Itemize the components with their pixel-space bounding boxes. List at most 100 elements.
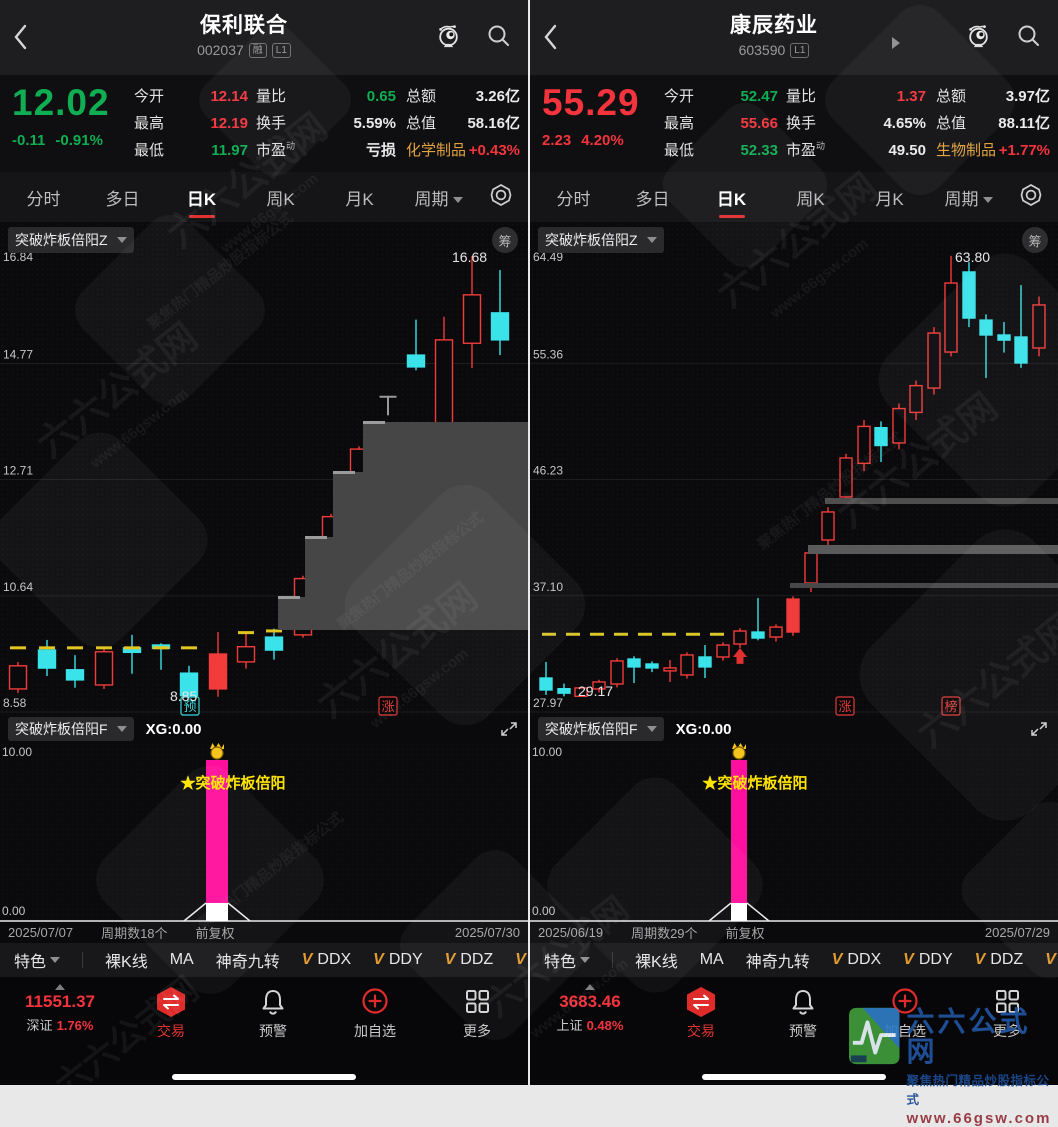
chevron-left-icon [540, 22, 562, 52]
home-indicator[interactable] [172, 1074, 356, 1080]
candle [464, 295, 481, 343]
signal-text: ★突破炸板倍阳 [180, 774, 285, 792]
expand-button[interactable] [1030, 720, 1048, 743]
tab-minute[interactable]: 分时 [4, 172, 83, 223]
back-button[interactable] [10, 22, 32, 52]
quote-label: 最低 [134, 139, 164, 160]
chip-step [278, 597, 528, 630]
quote-value: 55.66 [740, 115, 778, 132]
indicator-item-MA[interactable]: MA [170, 951, 194, 969]
adjust-mode[interactable]: 前复权 [726, 923, 765, 942]
svg-text:涨: 涨 [381, 699, 394, 714]
tab-monthly-k[interactable]: 月K [850, 172, 929, 223]
tab-weekly-k[interactable]: 周K [771, 172, 850, 223]
logo-title: 六六公式网 [907, 1007, 1058, 1067]
nav-trade-button[interactable]: 交易 [650, 984, 752, 1041]
tab-daily-k[interactable]: 日K [162, 172, 241, 223]
tab-weekly-k[interactable]: 周K [241, 172, 320, 223]
chevron-down-icon [580, 957, 590, 963]
indicator-featured-dropdown[interactable]: 特色 [14, 948, 60, 972]
index-pct: 1.76% [57, 1018, 94, 1033]
tab-period-dropdown[interactable]: 周期 [929, 172, 1008, 223]
chip-distribution-badge[interactable]: 筹 [492, 227, 518, 253]
quote-label: 最低 [664, 139, 694, 160]
candle [238, 647, 255, 662]
kline-indicator-chip[interactable]: 突破炸板倍阳Z [538, 227, 664, 253]
tab-minute[interactable]: 分时 [534, 172, 613, 223]
candle [717, 645, 729, 657]
date-start: 2025/06/19 [538, 925, 603, 940]
quote-cell: 生物制品+1.77% [936, 139, 1050, 160]
kline-indicator-chip[interactable]: 突破炸板倍阳Z [8, 227, 134, 253]
66gsw-logo: 六六公式网 聚焦热门精品炒股指标公式 www.66gsw.com [849, 1007, 1058, 1085]
candle [752, 632, 764, 638]
candle [611, 661, 623, 684]
nav-more-button[interactable]: 更多 [426, 984, 528, 1041]
mascot-robot-icon[interactable] [965, 22, 992, 50]
candle [734, 631, 746, 644]
subchart-indicator-chip[interactable]: 突破炸板倍阳F [8, 717, 134, 741]
bell-icon [256, 985, 290, 1019]
chart-settings-button[interactable] [478, 183, 524, 212]
candle [945, 283, 957, 352]
indicator-item-clipped[interactable]: V [515, 951, 526, 969]
chip-distribution-badge[interactable]: 筹 [1022, 227, 1048, 253]
quote-label: 量比 [256, 85, 286, 106]
tab-monthly-k[interactable]: 月K [320, 172, 399, 223]
tab-daily-k[interactable]: 日K [692, 172, 771, 223]
next-stock-arrow[interactable] [892, 37, 900, 49]
chart-settings-button[interactable] [1008, 183, 1054, 212]
indicator-item-裸K线[interactable]: 裸K线 [105, 948, 148, 972]
margin-badge: 融 [249, 43, 267, 58]
indicator-featured-dropdown[interactable]: 特色 [544, 948, 590, 972]
candle [96, 652, 113, 685]
tab-period-dropdown[interactable]: 周期 [399, 172, 478, 223]
candle [910, 386, 922, 413]
tab-multiday[interactable]: 多日 [613, 172, 692, 223]
adjust-mode[interactable]: 前复权 [196, 923, 235, 942]
plus-circle-icon [358, 985, 392, 1019]
mascot-robot-icon[interactable] [435, 22, 462, 50]
search-icon[interactable] [1016, 23, 1042, 49]
indicator-item-MA[interactable]: MA [700, 951, 724, 969]
candle [699, 657, 711, 667]
indicator-item-裸K线[interactable]: 裸K线 [635, 948, 678, 972]
subchart-indicator-chip[interactable]: 突破炸板倍阳F [538, 717, 664, 741]
svg-text:14.77: 14.77 [3, 348, 33, 362]
index-pct: 0.48% [587, 1018, 624, 1033]
nav-alert-button[interactable]: 预警 [752, 984, 854, 1041]
chevron-down-icon [983, 197, 993, 203]
nav-trade-button[interactable]: 交易 [120, 984, 222, 1041]
high-price-label: 63.80 [955, 249, 990, 265]
stock-title: 康辰药业 [600, 9, 948, 39]
date-range-bar: 2025/06/19 周期数29个 前复权 2025/07/29 [530, 922, 1058, 943]
search-icon[interactable] [486, 23, 512, 49]
indicator-item-神奇九转[interactable]: 神奇九转 [746, 948, 810, 972]
tab-multiday[interactable]: 多日 [83, 172, 162, 223]
back-button[interactable] [540, 22, 562, 52]
date-range-bar: 2025/07/07 周期数18个 前复权 2025/07/30 [0, 922, 528, 943]
expand-button[interactable] [500, 720, 518, 743]
period-count: 周期数18个 [101, 923, 167, 942]
period-count: 周期数29个 [631, 923, 697, 942]
nav-alert-button[interactable]: 预警 [222, 984, 324, 1041]
quote-value: 5.59% [353, 115, 396, 132]
indicator-item-clipped[interactable]: V [1045, 951, 1056, 969]
indicator-item-神奇九转[interactable]: 神奇九转 [216, 948, 280, 972]
nav-add-watchlist-button[interactable]: 加自选 [324, 984, 426, 1041]
